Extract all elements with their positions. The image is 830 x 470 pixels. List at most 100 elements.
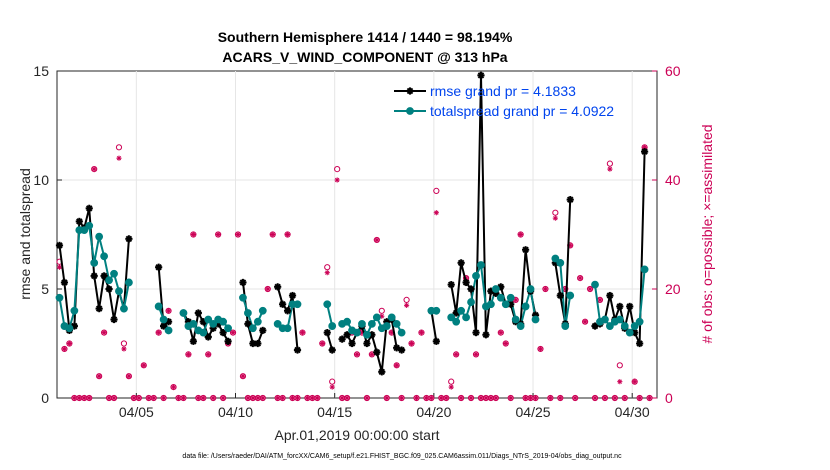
- spread-point: [283, 324, 292, 333]
- obs-assimilated-point: [126, 373, 132, 379]
- rmse-point: [641, 148, 649, 156]
- obs-assimilated-point: [374, 237, 380, 243]
- obs-assimilated-point: [592, 395, 598, 401]
- obs-assimilated-point: [493, 395, 499, 401]
- obs-assimilated-point: [552, 215, 558, 221]
- rmse-point: [283, 307, 292, 315]
- spread-point: [70, 306, 79, 315]
- spread-point: [615, 315, 624, 324]
- obs-assimilated-point: [175, 395, 182, 401]
- grid: [57, 71, 657, 398]
- spread-point: [486, 300, 495, 309]
- spread-point: [219, 317, 228, 326]
- spread-point: [273, 319, 282, 328]
- y-right-tick-label: 60: [665, 63, 681, 79]
- obs-assimilated-point: [637, 395, 643, 401]
- spread-point: [462, 313, 470, 322]
- rmse-point: [432, 337, 440, 345]
- x-tick-label: 04/30: [615, 404, 650, 420]
- obs-assimilated-point: [136, 395, 142, 401]
- y-right-tick-label: 40: [665, 172, 681, 188]
- obs-assimilated-point: [537, 346, 544, 352]
- obs-assimilated-point: [632, 379, 638, 385]
- obs-assimilated-point: [334, 177, 340, 183]
- rmse-point: [125, 235, 133, 243]
- obs-assimilated-point: [547, 395, 553, 401]
- obs-assimilated-point: [329, 384, 335, 390]
- obs-possible-point: [606, 160, 613, 167]
- obs-assimilated-point: [165, 308, 172, 314]
- y-tick-label: 5: [41, 281, 49, 297]
- spread-point: [551, 254, 560, 263]
- spread-point: [457, 306, 466, 315]
- obs-assimilated-point: [205, 351, 211, 357]
- obs-assimilated-point: [141, 362, 147, 368]
- legend-spread-label: totalspread grand pr = 4.0922: [430, 103, 614, 119]
- y-axis-label-right: # of obs: o=possible; ×=assimilated: [699, 124, 715, 343]
- spread-point: [566, 291, 575, 300]
- spread-point: [154, 302, 163, 311]
- obs-assimilated-point: [180, 395, 187, 401]
- obs-assimilated-point: [235, 231, 241, 238]
- obs-assimilated-point: [458, 395, 464, 401]
- obs-assimilated-point: [66, 340, 72, 347]
- obs-assimilated-point: [156, 330, 162, 336]
- spread-point: [452, 317, 461, 326]
- obs-assimilated-point: [428, 395, 434, 401]
- spread-point: [189, 319, 198, 328]
- obs-assimilated-point: [448, 384, 454, 390]
- obs-possible-point: [616, 362, 623, 369]
- rmse-line: [182, 310, 229, 342]
- obs-assimilated-point: [299, 330, 306, 336]
- rmse-line: [430, 310, 438, 342]
- obs-assimilated-point: [478, 395, 484, 401]
- obs-assimilated-point: [473, 351, 479, 357]
- obs-assimilated-point: [354, 351, 360, 357]
- spread-point: [258, 306, 267, 315]
- obs-assimilated-point: [642, 144, 648, 150]
- obs-assimilated-point: [413, 395, 420, 401]
- spread-point: [199, 328, 208, 337]
- rmse-point: [338, 335, 346, 343]
- obs-assimilated-point: [61, 346, 68, 352]
- spread-point: [556, 258, 565, 267]
- obs-possible-point: [329, 378, 336, 385]
- rmse-point: [239, 278, 247, 287]
- rmse-point: [100, 272, 108, 280]
- obs-assimilated-point: [408, 340, 415, 347]
- obs-assimilated-point: [508, 395, 514, 401]
- spread-point: [561, 322, 570, 330]
- spread-point: [209, 319, 218, 328]
- obs-assimilated-point: [81, 395, 87, 401]
- spread-point: [253, 317, 262, 326]
- obs-assimilated-point: [116, 155, 122, 161]
- spread-point: [323, 300, 332, 309]
- obs-assimilated-point: [582, 319, 588, 325]
- spread-point: [511, 315, 520, 324]
- obs-possible-point: [448, 378, 455, 385]
- x-tick-label: 04/10: [218, 404, 253, 420]
- spread-point: [591, 280, 599, 289]
- spread-point: [80, 226, 89, 235]
- obs-assimilated-point: [438, 395, 444, 401]
- x-tick-label: 04/15: [317, 404, 352, 420]
- obs-assimilated-point: [423, 395, 430, 401]
- spread-point: [630, 322, 639, 330]
- rmse-point: [194, 309, 202, 317]
- rmse-point: [457, 259, 465, 267]
- obs-assimilated-point: [111, 395, 117, 401]
- obs-assimilated-point: [577, 275, 583, 281]
- rmse-point: [224, 337, 232, 345]
- obs-assimilated-point: [587, 286, 593, 292]
- axis-ticks: 04/05 04/10 04/15 04/20 04/25 04/30 0 5 10 15 0 20 4…: [33, 63, 680, 420]
- rmse-point: [477, 71, 485, 79]
- obs-possible-point: [378, 307, 385, 314]
- rmse-point: [378, 368, 386, 376]
- obs-possible-point: [324, 264, 331, 271]
- x-tick-label: 04/20: [416, 404, 451, 420]
- spread-point: [293, 300, 302, 309]
- obs-assimilated-point: [185, 351, 192, 357]
- obs-assimilated-point: [284, 231, 291, 238]
- obs-assimilated-point: [488, 395, 494, 401]
- rmse-line: [554, 199, 572, 325]
